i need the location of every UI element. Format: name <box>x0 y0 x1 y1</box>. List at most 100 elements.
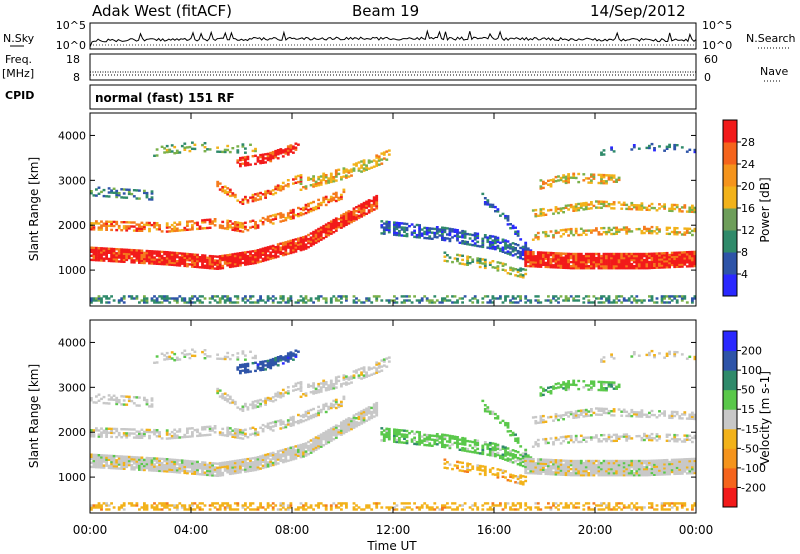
velocity-cell <box>486 453 490 456</box>
power-cell <box>150 250 154 253</box>
velocity-cell <box>259 366 262 370</box>
power-cell <box>110 220 113 224</box>
power-cell <box>587 203 591 206</box>
velocity-cell <box>547 466 550 470</box>
velocity-cell <box>542 468 545 471</box>
velocity-cell <box>547 460 550 464</box>
velocity-cell <box>244 464 247 467</box>
velocity-cell <box>476 447 480 451</box>
velocity-cell <box>216 353 219 356</box>
velocity-cell <box>435 437 439 440</box>
power-cell <box>254 301 257 304</box>
power-cell <box>562 264 565 267</box>
power-cell <box>544 235 548 238</box>
power-cell <box>554 179 558 183</box>
velocity-cell <box>173 428 177 431</box>
power-cell <box>577 265 581 268</box>
velocity-cell <box>441 443 444 446</box>
velocity-cell <box>115 455 119 458</box>
power-cell <box>640 256 644 260</box>
velocity-cell <box>471 467 475 470</box>
velocity-cell <box>249 467 252 470</box>
power-cell <box>163 295 166 298</box>
velocity-cell <box>494 444 497 448</box>
velocity-cell <box>334 426 338 429</box>
power-cell <box>160 230 164 233</box>
power-cell <box>362 163 366 166</box>
power-cell <box>279 242 283 245</box>
power-cell <box>259 250 262 253</box>
velocity-cell <box>203 357 207 360</box>
power-cell <box>574 176 578 180</box>
power-cell <box>592 267 596 270</box>
power-cell <box>304 247 308 250</box>
velocity-cell <box>223 392 227 395</box>
power-cell <box>443 299 447 302</box>
power-cell <box>506 219 510 222</box>
power-cell <box>221 266 225 270</box>
velocity-cell <box>244 466 247 469</box>
power-cell <box>509 266 512 269</box>
power-cell <box>367 199 371 202</box>
velocity-cell <box>334 378 338 381</box>
power-cell <box>552 212 555 215</box>
power-cell <box>140 299 144 302</box>
power-cell <box>582 267 586 270</box>
velocity-cell <box>186 435 189 438</box>
velocity-cell <box>357 374 361 377</box>
power-cell <box>334 225 338 228</box>
velocity-cell <box>410 440 414 443</box>
power-cell <box>683 231 687 234</box>
power-cell <box>249 260 252 263</box>
power-cell <box>693 262 697 266</box>
power-cell <box>584 254 588 258</box>
velocity-cell <box>213 431 217 434</box>
velocity-cell <box>393 432 396 435</box>
power-cell <box>312 301 315 304</box>
velocity-cell <box>155 435 159 438</box>
power-cell <box>420 232 424 235</box>
power-cell <box>685 265 689 268</box>
power-cell <box>458 235 462 238</box>
velocity-cell <box>233 463 237 467</box>
power-cell <box>688 231 692 234</box>
power-cell <box>236 229 240 232</box>
power-cell <box>289 209 293 212</box>
velocity-cell <box>183 355 187 358</box>
velocity-cell <box>327 430 331 434</box>
power-cell <box>271 299 275 302</box>
power-cell <box>483 197 487 200</box>
power-cell <box>463 236 467 239</box>
power-cell <box>122 248 126 251</box>
power-cell <box>188 263 192 266</box>
velocity-cell <box>261 466 265 470</box>
power-cell <box>337 226 341 229</box>
power-cell <box>261 259 265 263</box>
velocity-cell <box>334 400 338 404</box>
power-cell <box>107 224 111 227</box>
velocity-cell <box>226 461 230 464</box>
power-cell <box>165 255 169 258</box>
velocity-cell <box>458 448 462 451</box>
velocity-cell <box>302 443 305 446</box>
power-cell <box>302 244 305 247</box>
power-cell <box>138 255 141 258</box>
power-cell <box>635 206 639 209</box>
power-cell <box>140 251 144 254</box>
power-cell <box>569 176 573 179</box>
velocity-cell <box>276 419 280 423</box>
velocity-cell <box>115 429 119 433</box>
velocity-cell <box>529 459 533 463</box>
power-cell <box>251 193 255 197</box>
power-cell <box>360 166 363 169</box>
power-cell <box>317 204 320 208</box>
power-cell <box>334 169 338 172</box>
velocity-cell <box>261 428 265 431</box>
power-cell <box>105 249 108 252</box>
velocity-cell <box>309 384 313 388</box>
power-cell <box>509 245 512 248</box>
velocity-cell <box>239 465 242 468</box>
velocity-cell <box>319 408 323 412</box>
power-cell <box>92 256 96 260</box>
power-cell <box>322 198 326 202</box>
